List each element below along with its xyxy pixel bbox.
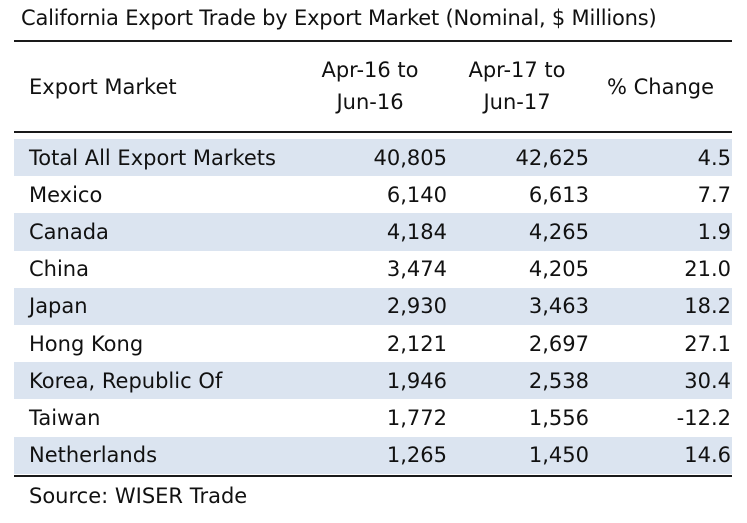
header-pct-change: % Change bbox=[606, 75, 714, 99]
source-note: Source: WISER Trade bbox=[29, 484, 248, 508]
header-export-market: Export Market bbox=[29, 75, 177, 99]
cell-market: Hong Kong bbox=[29, 331, 144, 356]
cell-apr16-jun16: 2,930 bbox=[386, 294, 447, 319]
cell-market: Netherlands bbox=[29, 443, 158, 468]
header-apr17-line1: Apr-17 to bbox=[468, 58, 566, 82]
cell-market: Mexico bbox=[29, 182, 103, 207]
cell-pct-change: 4.5 bbox=[697, 145, 731, 170]
cell-pct-change: 21.0 bbox=[684, 257, 731, 282]
cell-apr17-jun17: 1,556 bbox=[528, 405, 589, 430]
cell-market: Taiwan bbox=[29, 405, 101, 430]
header-apr17-line2: Jun-17 bbox=[483, 90, 551, 114]
cell-pct-change: 14.6 bbox=[684, 443, 731, 468]
cell-market: China bbox=[29, 257, 89, 282]
cell-apr17-jun17: 2,538 bbox=[528, 368, 589, 393]
table-row: China 3,474 4,205 21.0 bbox=[14, 251, 732, 288]
cell-pct-change: 27.1 bbox=[684, 331, 731, 356]
cell-apr17-jun17: 3,463 bbox=[528, 294, 589, 319]
cell-apr16-jun16: 6,140 bbox=[386, 182, 447, 207]
table-row: Total All Export Markets 40,805 42,625 4… bbox=[14, 139, 732, 177]
cell-market: Korea, Republic Of bbox=[29, 368, 223, 393]
cell-apr16-jun16: 3,474 bbox=[386, 257, 447, 282]
header-rule bbox=[14, 131, 732, 133]
cell-apr17-jun17: 1,450 bbox=[528, 443, 589, 468]
header-apr16-line1: Apr-16 to bbox=[321, 58, 419, 82]
cell-apr17-jun17: 42,625 bbox=[515, 145, 589, 170]
cell-apr17-jun17: 4,205 bbox=[528, 257, 589, 282]
header-apr16-line2: Jun-16 bbox=[336, 90, 404, 114]
table-row: Korea, Republic Of 1,946 2,538 30.4 bbox=[14, 362, 732, 400]
table-title: California Export Trade by Export Market… bbox=[21, 6, 657, 30]
top-rule bbox=[14, 40, 732, 42]
cell-market: Canada bbox=[29, 219, 109, 244]
cell-apr16-jun16: 1,772 bbox=[386, 405, 447, 430]
cell-apr16-jun16: 1,265 bbox=[386, 443, 447, 468]
cell-pct-change: 30.4 bbox=[684, 368, 731, 393]
table-row: Mexico 6,140 6,613 7.7 bbox=[14, 176, 732, 213]
table-row: Canada 4,184 4,265 1.9 bbox=[14, 213, 732, 251]
cell-apr17-jun17: 2,697 bbox=[528, 331, 589, 356]
cell-apr16-jun16: 1,946 bbox=[386, 368, 447, 393]
cell-pct-change: 1.9 bbox=[697, 219, 731, 244]
cell-pct-change: -12.2 bbox=[676, 405, 731, 430]
cell-market: Total All Export Markets bbox=[29, 145, 276, 170]
table-body: Total All Export Markets 40,805 42,625 4… bbox=[14, 139, 732, 474]
cell-apr17-jun17: 4,265 bbox=[528, 219, 589, 244]
cell-apr16-jun16: 4,184 bbox=[386, 219, 447, 244]
header-apr16-jun16: Apr-16 to Jun-16 bbox=[300, 54, 440, 118]
table-row: Netherlands 1,265 1,450 14.6 bbox=[14, 436, 732, 474]
bottom-rule bbox=[14, 475, 732, 477]
table-row: Japan 2,930 3,463 18.2 bbox=[14, 287, 732, 325]
cell-apr16-jun16: 40,805 bbox=[373, 145, 447, 170]
table-row: Hong Kong 2,121 2,697 27.1 bbox=[14, 325, 732, 362]
cell-pct-change: 18.2 bbox=[684, 294, 731, 319]
table-row: Taiwan 1,772 1,556 -12.2 bbox=[14, 399, 732, 436]
cell-market: Japan bbox=[29, 294, 88, 319]
cell-pct-change: 7.7 bbox=[697, 182, 731, 207]
header-apr17-jun17: Apr-17 to Jun-17 bbox=[450, 54, 584, 118]
cell-apr17-jun17: 6,613 bbox=[528, 182, 589, 207]
cell-apr16-jun16: 2,121 bbox=[386, 331, 447, 356]
